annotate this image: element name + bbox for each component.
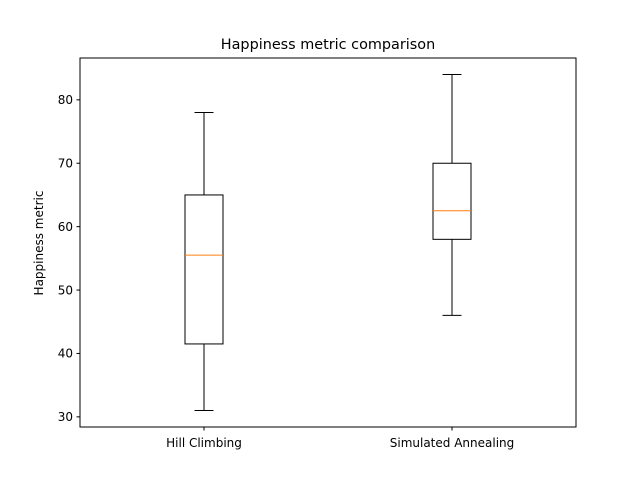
x-tick-label-2: Simulated Annealing [390,436,515,450]
box-1-iqr-box [184,194,224,345]
box-2-iqr-box [432,162,472,240]
plot-area: 30 40 50 60 70 80 Hill Climbing Simulated Annea… [58,57,577,450]
chart-title: Happiness metric comparison [221,37,435,53]
y-tick-label-80: 80 [58,93,73,107]
axes-frame [79,57,577,428]
y-tick-label-70: 70 [58,156,73,170]
x-tick-label-1: Hill Climbing [166,436,242,450]
y-axis-label: Happiness metric [32,191,46,296]
y-tick-label-60: 60 [58,220,73,234]
y-tick-label-50: 50 [58,283,73,297]
y-tick-label-40: 40 [58,347,73,361]
y-tick-label-30: 30 [58,410,73,424]
